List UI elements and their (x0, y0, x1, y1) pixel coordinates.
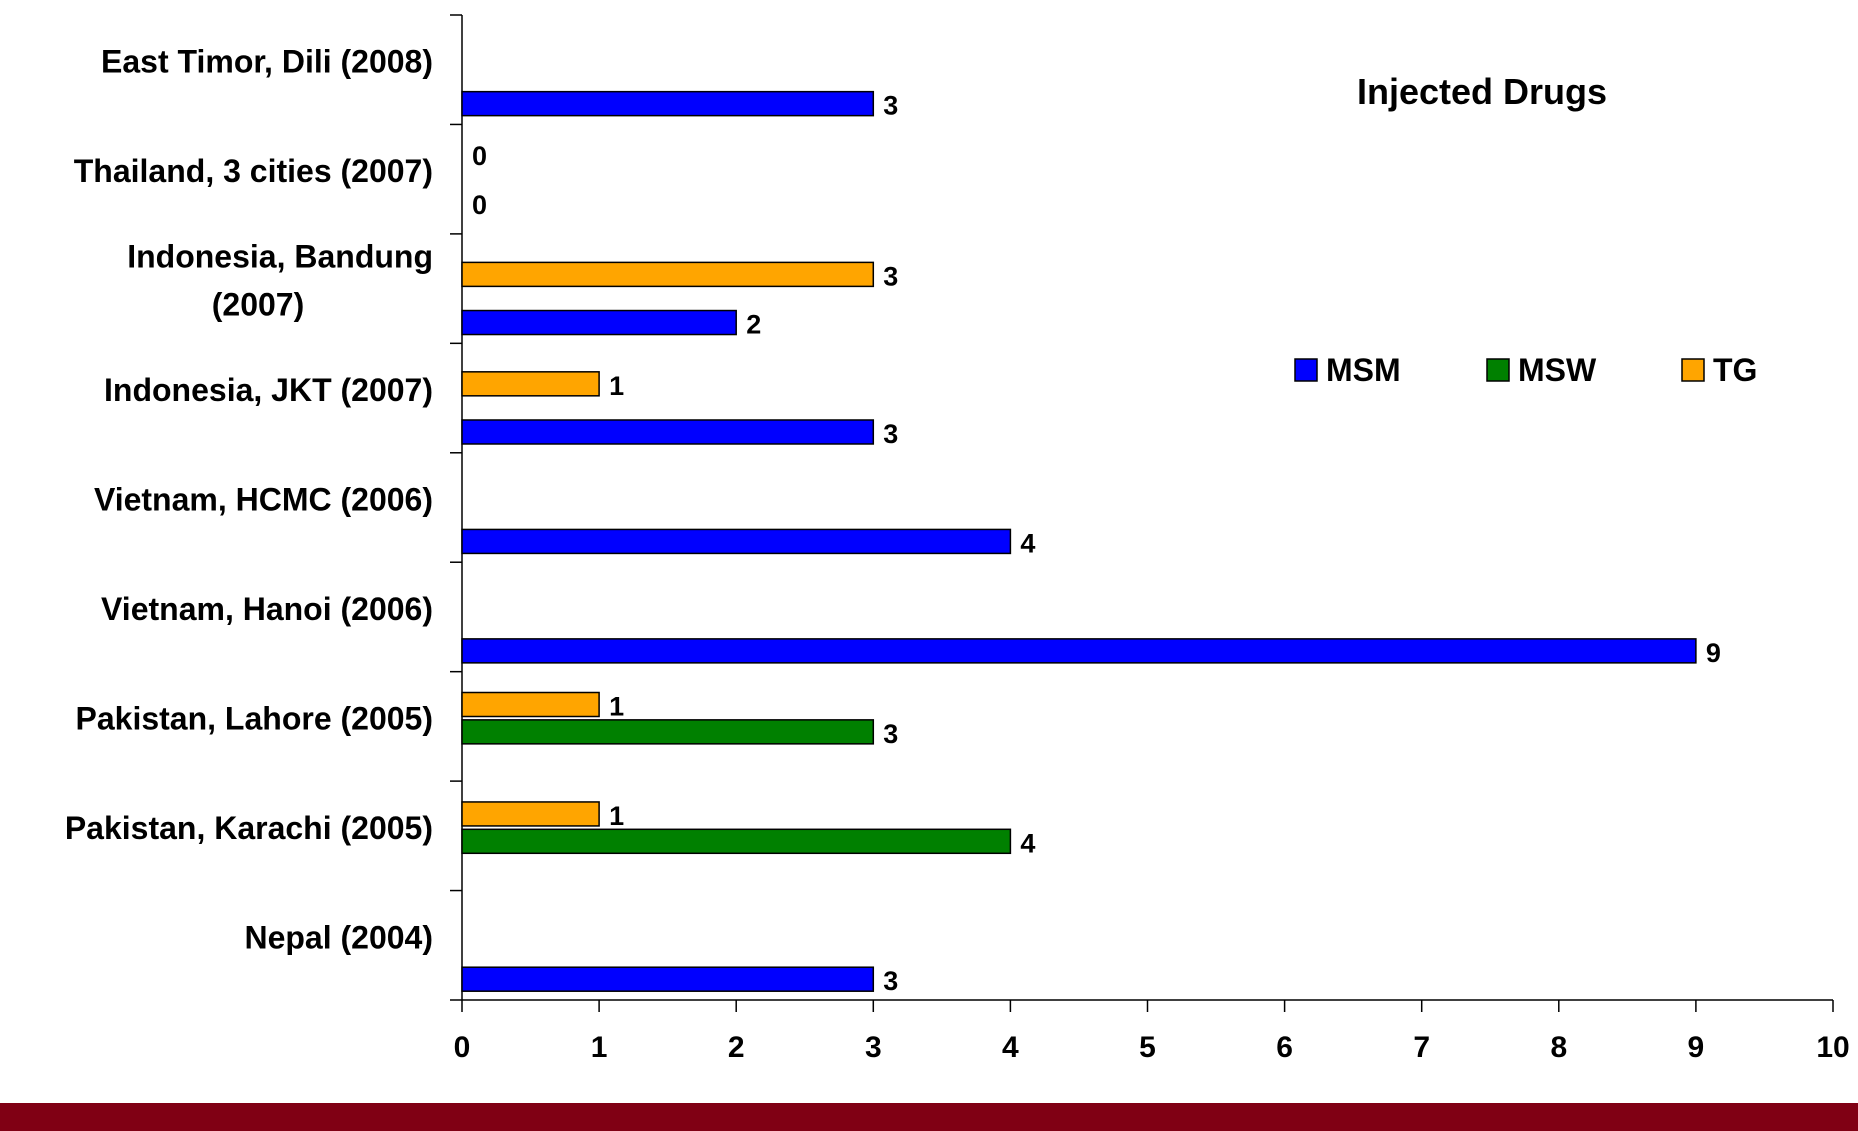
bar-tg (461, 261, 875, 288)
x-tick-label: 2 (728, 1031, 745, 1064)
x-tick-label: 8 (1550, 1031, 1567, 1064)
category-label: Thailand, 3 cities (2007) (74, 153, 433, 189)
data-label: 4 (1020, 828, 1035, 858)
legend-label: MSW (1518, 352, 1597, 388)
x-tick-label: 5 (1139, 1031, 1156, 1064)
bar-msm (461, 90, 875, 117)
data-label: 2 (746, 310, 761, 340)
data-label: 9 (1706, 638, 1721, 668)
data-label: 3 (883, 419, 898, 449)
x-tick-label: 4 (1002, 1031, 1019, 1064)
x-tick-label: 1 (591, 1031, 608, 1064)
x-tick-label: 7 (1413, 1031, 1430, 1064)
bar-tg (461, 801, 600, 827)
category-label: Vietnam, Hanoi (2006) (101, 591, 433, 627)
category-label: Indonesia, Bandung (127, 239, 433, 275)
legend-swatch-msm (1294, 358, 1318, 382)
legend-swatch-msw (1486, 358, 1510, 382)
category-label: East Timor, Dili (2008) (101, 44, 433, 80)
legend: MSM MSW TG (1294, 352, 1757, 388)
category-label: Pakistan, Karachi (2005) (65, 810, 433, 846)
chart-title: Injected Drugs (1357, 71, 1607, 112)
bar-msm (461, 638, 1697, 664)
data-label: 3 (883, 966, 898, 996)
data-label: 1 (609, 692, 624, 722)
data-label: 1 (609, 801, 624, 831)
y-axis (450, 14, 463, 1001)
x-axis: 0 1 2 3 4 5 6 7 8 9 10 (454, 999, 1850, 1064)
data-label: 0 (472, 190, 487, 220)
data-label: 1 (609, 371, 624, 401)
x-tick-label: 3 (865, 1031, 882, 1064)
category-label: Indonesia, JKT (2007) (104, 372, 433, 408)
data-label: 3 (883, 261, 898, 291)
data-label: 4 (1020, 528, 1035, 558)
category-label: Vietnam, HCMC (2006) (94, 482, 433, 518)
category-label: (2007) (212, 287, 305, 323)
x-tick-label: 10 (1816, 1031, 1849, 1064)
x-tick-label: 9 (1688, 1031, 1705, 1064)
data-label: 3 (883, 91, 898, 121)
legend-swatch-tg (1681, 358, 1705, 382)
footer-bar (0, 1103, 1858, 1131)
legend-label: MSM (1326, 352, 1401, 388)
data-label: 0 (472, 141, 487, 171)
legend-label: TG (1713, 352, 1757, 388)
bar-tg (461, 691, 600, 718)
category-label: Pakistan, Lahore (2005) (76, 700, 433, 736)
category-label: Nepal (2004) (244, 919, 433, 955)
x-tick-label: 6 (1276, 1031, 1293, 1064)
data-label: 3 (883, 719, 898, 749)
bar-msw (461, 828, 1012, 855)
x-tick-label: 0 (454, 1031, 471, 1064)
category-labels: East Timor, Dili (2008) Thailand, 3 citie… (65, 44, 433, 956)
bar-msm (461, 309, 737, 336)
bar-msm (461, 966, 875, 992)
bar-msm (461, 419, 875, 445)
bar-tg (461, 371, 600, 397)
bar-msm (461, 528, 1012, 555)
bar-msw (461, 719, 875, 745)
bars: 3 0 2 3 4 9 3 3 4 0 3 1 1 1 (461, 90, 1721, 996)
